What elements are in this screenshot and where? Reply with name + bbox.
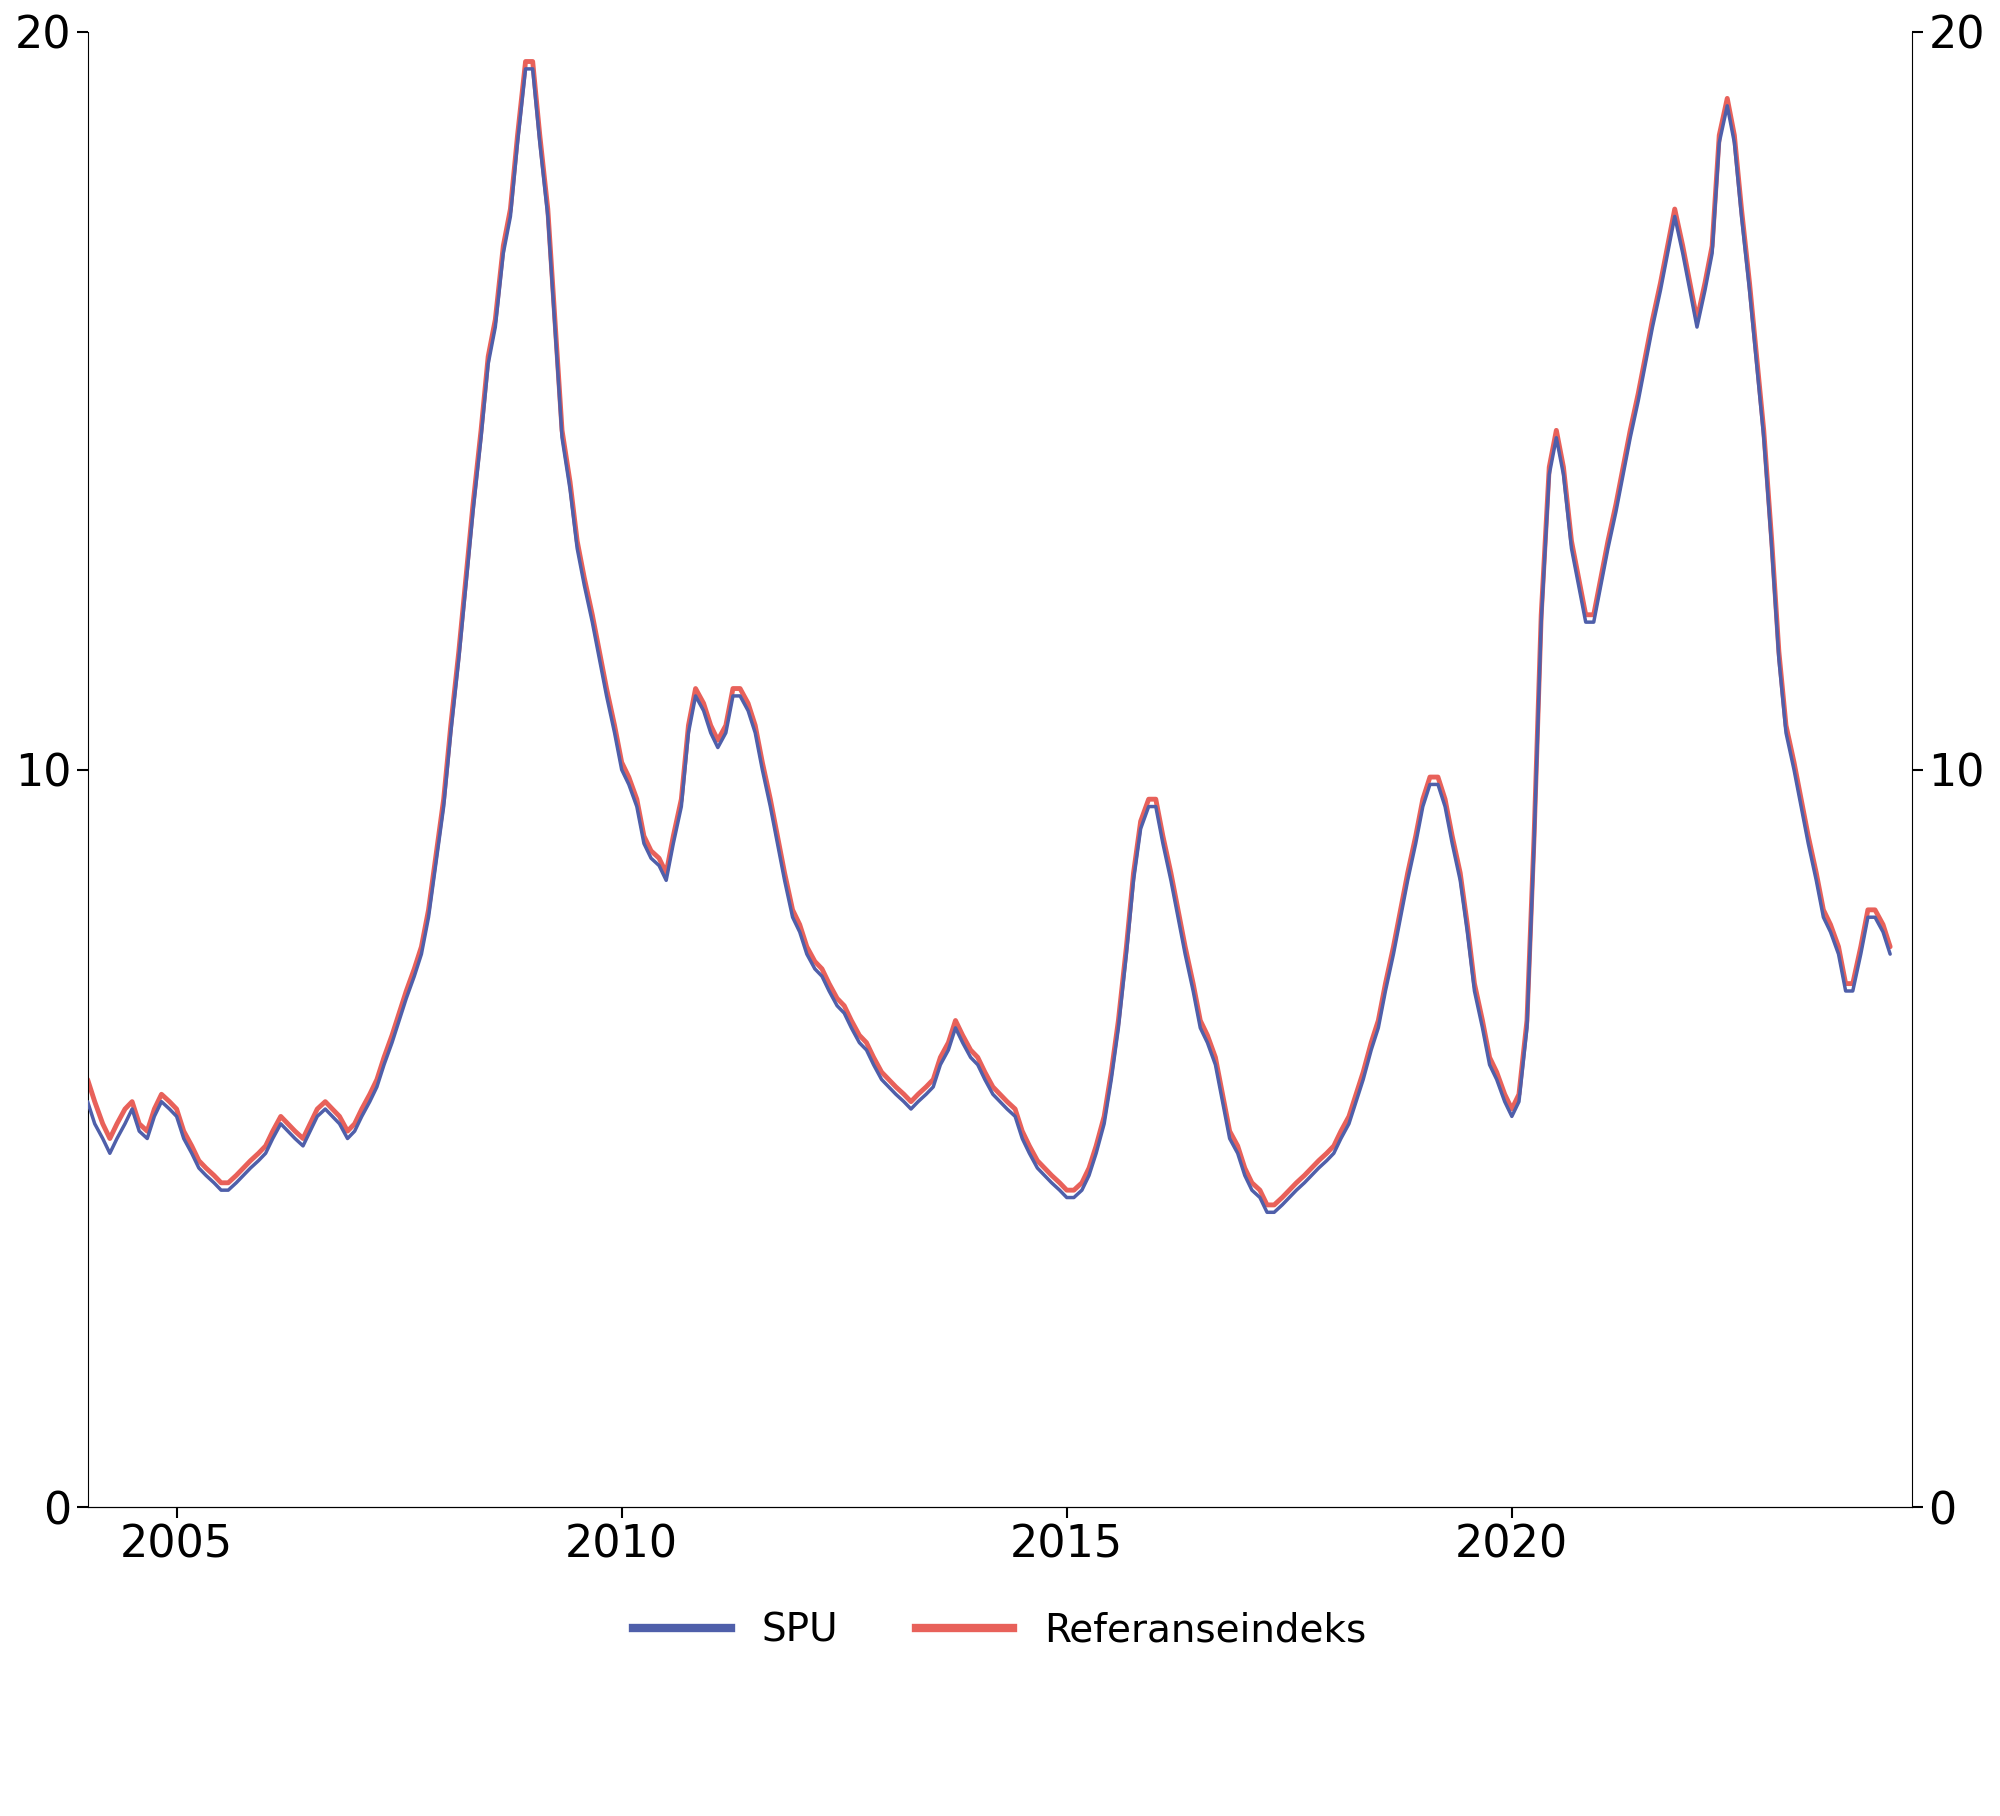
Referanseindeks [1522,824,1546,846]
SPU [1604,501,1628,523]
SPU [1522,832,1546,854]
SPU [862,1053,886,1075]
Line: Referanseindeks: Referanseindeks [88,62,1890,1206]
SPU [1388,906,1412,928]
SPU [76,1091,100,1113]
SPU [1878,943,1902,964]
Referanseindeks [76,1068,100,1090]
Referanseindeks [1604,494,1628,516]
Legend: SPU, Referanseindeks: SPU, Referanseindeks [618,1596,1382,1665]
Line: SPU: SPU [88,69,1890,1213]
Referanseindeks [818,973,842,995]
Referanseindeks [514,51,538,73]
SPU [1588,574,1612,596]
Referanseindeks [1256,1195,1280,1217]
Referanseindeks [1388,899,1412,921]
SPU [818,981,842,1002]
Referanseindeks [1588,567,1612,588]
Referanseindeks [862,1046,886,1068]
SPU [1256,1202,1280,1224]
SPU [514,58,538,80]
Referanseindeks [1878,935,1902,957]
